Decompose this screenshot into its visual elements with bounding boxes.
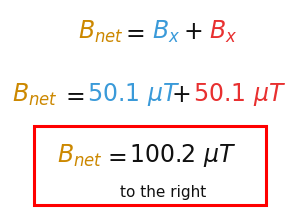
Text: $=$: $=$ <box>121 20 145 44</box>
Text: $=$: $=$ <box>61 83 85 107</box>
Text: $B_{net}$: $B_{net}$ <box>57 143 103 169</box>
Text: $50.1\ \mu T$: $50.1\ \mu T$ <box>193 81 286 108</box>
Text: $=$: $=$ <box>103 144 127 168</box>
Text: to the right: to the right <box>120 186 206 200</box>
Text: $100.2\ \mu T$: $100.2\ \mu T$ <box>129 142 236 169</box>
Text: $B_x$: $B_x$ <box>209 19 237 45</box>
Text: $B_{net}$: $B_{net}$ <box>12 82 58 108</box>
Text: $+$: $+$ <box>183 20 202 44</box>
Text: $50.1\ \mu T$: $50.1\ \mu T$ <box>87 81 180 108</box>
Text: $B_{net}$: $B_{net}$ <box>78 19 123 45</box>
Text: $+$: $+$ <box>171 83 190 107</box>
Text: $B_x$: $B_x$ <box>152 19 181 45</box>
